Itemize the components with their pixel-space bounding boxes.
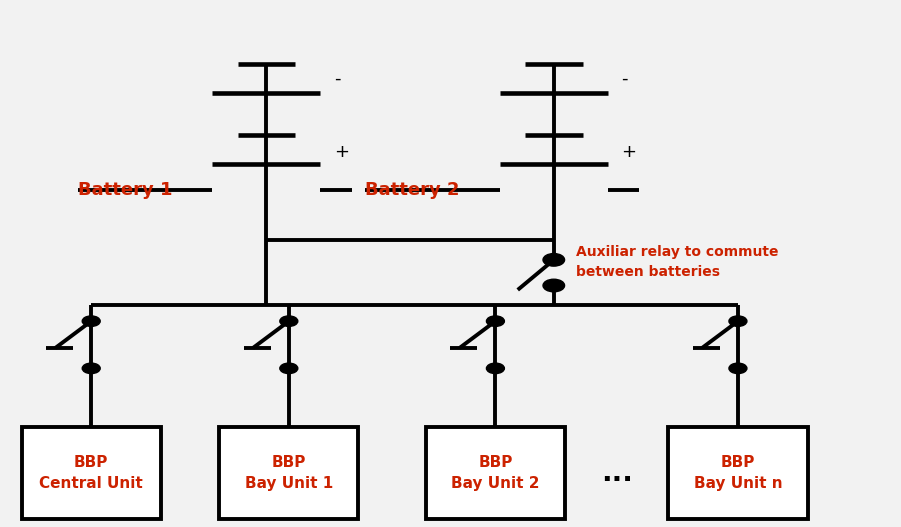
Circle shape <box>280 363 298 374</box>
Text: -: - <box>333 70 341 87</box>
Text: Battery 1: Battery 1 <box>77 181 172 199</box>
Circle shape <box>280 316 298 326</box>
Text: +: + <box>621 143 636 161</box>
Bar <box>219 427 359 519</box>
Circle shape <box>729 316 747 326</box>
Circle shape <box>487 316 505 326</box>
Text: BBP
Bay Unit 2: BBP Bay Unit 2 <box>451 455 540 491</box>
Text: BBP
Bay Unit n: BBP Bay Unit n <box>694 455 782 491</box>
Text: BBP
Central Unit: BBP Central Unit <box>40 455 143 491</box>
Text: Battery 2: Battery 2 <box>365 181 460 199</box>
Text: -: - <box>621 70 628 87</box>
Circle shape <box>729 363 747 374</box>
Circle shape <box>82 316 100 326</box>
Text: Auxiliar relay to commute
between batteries: Auxiliar relay to commute between batter… <box>577 246 778 279</box>
Circle shape <box>543 279 565 292</box>
Text: BBP
Bay Unit 1: BBP Bay Unit 1 <box>245 455 333 491</box>
Bar <box>426 427 565 519</box>
Circle shape <box>487 363 505 374</box>
Text: +: + <box>333 143 349 161</box>
Circle shape <box>82 363 100 374</box>
Text: ...: ... <box>601 459 633 487</box>
Circle shape <box>543 253 565 266</box>
Bar <box>22 427 160 519</box>
Bar <box>669 427 807 519</box>
